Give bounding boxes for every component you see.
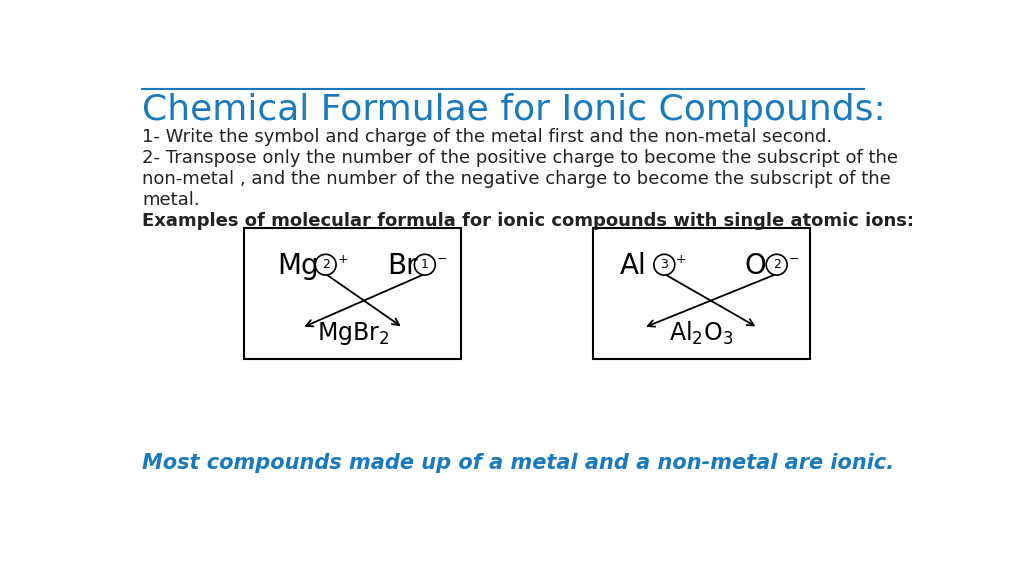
Text: +: + (676, 253, 686, 266)
Text: Al$_2$O$_3$: Al$_2$O$_3$ (670, 320, 733, 347)
Text: 2: 2 (322, 258, 330, 271)
Text: −: − (788, 253, 799, 266)
Text: Br: Br (388, 252, 418, 281)
Text: Al: Al (621, 252, 647, 281)
Text: −: − (436, 253, 446, 266)
Text: 1- Write the symbol and charge of the metal first and the non-metal second.: 1- Write the symbol and charge of the me… (142, 128, 833, 146)
Text: MgBr$_2$: MgBr$_2$ (316, 320, 389, 347)
Text: 2- Transpose only the number of the positive charge to become the subscript of t: 2- Transpose only the number of the posi… (142, 149, 898, 209)
Text: Chemical Formulae for Ionic Compounds:: Chemical Formulae for Ionic Compounds: (142, 93, 886, 127)
Text: O: O (744, 252, 766, 281)
Text: +: + (337, 253, 348, 266)
Bar (245, 228, 461, 359)
Bar (593, 228, 810, 359)
Text: 1: 1 (421, 258, 429, 271)
Text: Most compounds made up of a metal and a non-metal are ionic.: Most compounds made up of a metal and a … (142, 453, 894, 472)
Text: Examples of molecular formula for ionic compounds with single atomic ions:: Examples of molecular formula for ionic … (142, 213, 914, 230)
Text: 2: 2 (773, 258, 780, 271)
Text: 3: 3 (660, 258, 669, 271)
Text: Mg: Mg (276, 252, 318, 281)
